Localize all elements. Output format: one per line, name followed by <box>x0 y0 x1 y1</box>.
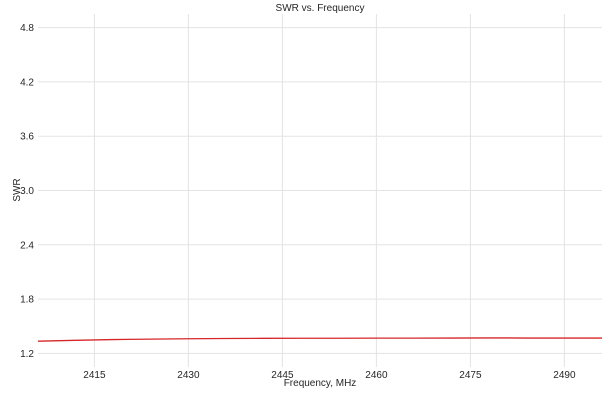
grid-lines <box>38 14 602 367</box>
y-tick-label: 2.4 <box>20 240 34 251</box>
y-tick-label: 4.2 <box>20 77 34 88</box>
series-layer <box>37 337 602 342</box>
x-axis-title: Frequency, MHz <box>284 378 357 389</box>
y-tick-label: 3.0 <box>20 186 34 197</box>
x-tick-labels: 2415 2430 2445 2460 2475 2490 <box>83 370 576 381</box>
y-axis-title: SWR <box>12 178 23 201</box>
swr-series-line <box>37 337 602 342</box>
chart-title: SWR vs. Frequency <box>276 3 365 14</box>
y-tick-labels: 1.2 1.8 2.4 3.0 3.6 4.2 4.8 <box>20 23 34 360</box>
x-tick-label: 2460 <box>365 370 388 381</box>
x-tick-label: 2415 <box>83 370 106 381</box>
y-tick-label: 1.8 <box>20 295 34 306</box>
x-tick-label: 2475 <box>459 370 482 381</box>
y-tick-label: 1.2 <box>20 349 34 360</box>
x-tick-label: 2490 <box>553 370 576 381</box>
y-tick-label: 4.8 <box>20 23 34 34</box>
x-tick-label: 2430 <box>177 370 200 381</box>
y-tick-label: 3.6 <box>20 132 34 143</box>
x-tick-label: 2445 <box>271 370 294 381</box>
